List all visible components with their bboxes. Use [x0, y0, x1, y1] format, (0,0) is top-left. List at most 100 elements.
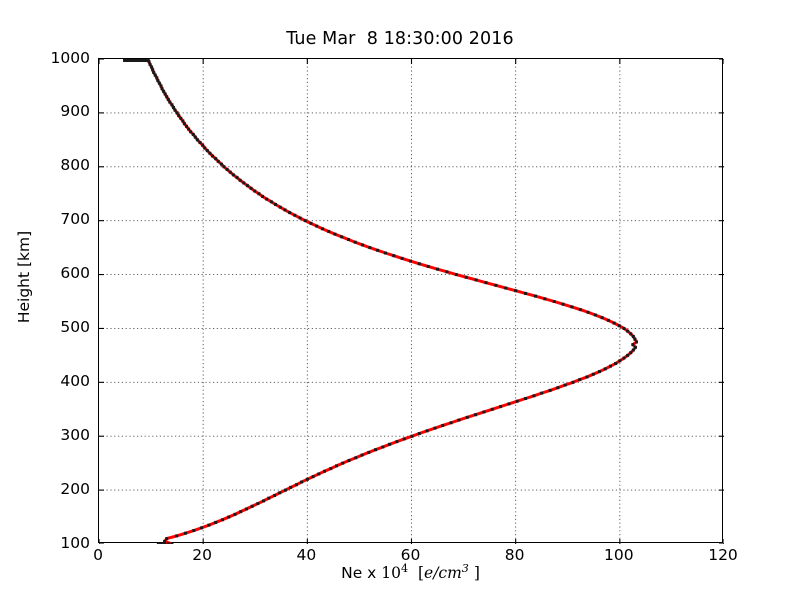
data-point-marker — [333, 232, 337, 236]
data-point-marker — [327, 229, 331, 233]
data-point-marker — [171, 106, 175, 109]
data-point-marker — [612, 321, 616, 325]
data-point-marker — [361, 243, 365, 247]
plot-axes-area — [98, 58, 724, 544]
gridlines — [99, 59, 724, 544]
data-point-marker — [146, 59, 150, 61]
data-point-marker — [436, 267, 440, 271]
data-point-marker — [205, 149, 209, 153]
data-point-marker — [600, 316, 604, 320]
data-point-marker — [278, 491, 282, 495]
data-point-marker — [198, 141, 202, 145]
data-point-marker — [165, 537, 169, 541]
data-point-marker — [617, 324, 621, 328]
data-point-marker — [165, 95, 169, 99]
data-point-marker — [563, 383, 567, 387]
data-point-marker — [561, 302, 565, 306]
data-point-marker — [298, 216, 302, 220]
data-point-marker — [618, 359, 622, 363]
data-point-marker — [195, 138, 199, 142]
y-tick-label: 700 — [60, 210, 90, 229]
data-point-marker — [571, 380, 575, 384]
data-point-marker — [305, 477, 309, 481]
data-point-marker — [388, 442, 392, 446]
data-point-marker — [289, 485, 293, 489]
data-point-marker — [156, 542, 160, 544]
data-point-marker — [147, 60, 151, 64]
data-point-marker — [383, 251, 387, 255]
data-point-marker — [484, 281, 488, 285]
data-point-marker — [274, 203, 278, 206]
data-point-marker — [235, 176, 239, 180]
data-point-marker — [182, 122, 186, 126]
data-point-marker — [402, 437, 406, 441]
y-tick-label: 300 — [60, 425, 90, 444]
data-point-marker — [220, 518, 224, 522]
data-point-marker — [426, 264, 430, 268]
data-point-marker — [156, 79, 160, 83]
x-axis-label: Ne x 104 [e/cm3 ] — [98, 563, 723, 582]
x-tick-label: 60 — [400, 546, 421, 564]
data-point-marker — [507, 402, 511, 406]
data-point-marker — [166, 542, 170, 544]
data-point-marker — [629, 332, 633, 336]
data-point-marker — [155, 76, 159, 80]
data-point-marker — [317, 472, 321, 476]
data-point-marker — [457, 418, 461, 422]
data-point-marker — [629, 351, 633, 355]
data-point-marker — [631, 335, 635, 339]
data-point-marker — [250, 504, 254, 508]
x-tick-label: 40 — [296, 546, 317, 564]
y-tick-label: 1000 — [50, 48, 90, 67]
data-point-marker — [608, 364, 612, 368]
data-point-marker — [253, 189, 257, 193]
data-line — [146, 59, 638, 544]
data-point-marker — [261, 194, 265, 198]
data-point-marker — [454, 273, 458, 277]
data-point-marker — [445, 270, 449, 274]
data-point-marker — [244, 507, 248, 511]
data-point-marker — [524, 397, 528, 400]
data-point-marker — [631, 348, 635, 352]
data-point-marker — [283, 208, 287, 212]
data-point-marker — [163, 542, 167, 544]
data-point-marker — [267, 496, 271, 500]
data-point-marker — [474, 278, 478, 282]
data-point-marker — [552, 300, 556, 303]
data-point-marker — [162, 89, 166, 93]
data-point-marker — [532, 394, 536, 398]
data-point-marker — [265, 197, 269, 201]
data-point-marker — [157, 81, 161, 85]
data-point-marker — [189, 130, 193, 134]
data-point-marker — [269, 200, 273, 204]
data-point-marker — [233, 512, 237, 516]
data-point-marker — [160, 87, 164, 91]
data-point-marker — [381, 445, 385, 449]
x-axis-label-base: 10 — [381, 564, 401, 582]
data-point-marker — [203, 146, 207, 150]
data-point-marker — [490, 407, 494, 411]
data-point-marker — [622, 326, 626, 330]
data-series-markers — [123, 59, 638, 544]
data-point-marker — [163, 539, 167, 543]
data-point-marker — [179, 116, 183, 120]
data-point-marker — [249, 186, 253, 190]
data-point-marker — [417, 262, 421, 266]
y-tick-label: 500 — [60, 317, 90, 336]
data-point-marker — [193, 135, 197, 139]
data-point-marker — [187, 127, 191, 131]
data-point-marker — [183, 531, 187, 535]
data-point-marker — [464, 275, 468, 279]
data-point-marker — [166, 97, 170, 101]
page-title: Tue Mar 8 18:30:00 2016 — [286, 29, 514, 49]
data-point-marker — [329, 467, 333, 471]
data-point-marker — [273, 494, 277, 497]
x-axis-tick-labels: 0 20 40 60 80 100 120 — [93, 546, 738, 570]
data-point-marker — [320, 227, 324, 231]
data-point-marker — [586, 310, 590, 314]
data-point-marker — [392, 254, 396, 258]
data-point-marker — [626, 353, 630, 357]
data-point-marker — [400, 256, 404, 260]
data-point-marker — [170, 542, 174, 544]
